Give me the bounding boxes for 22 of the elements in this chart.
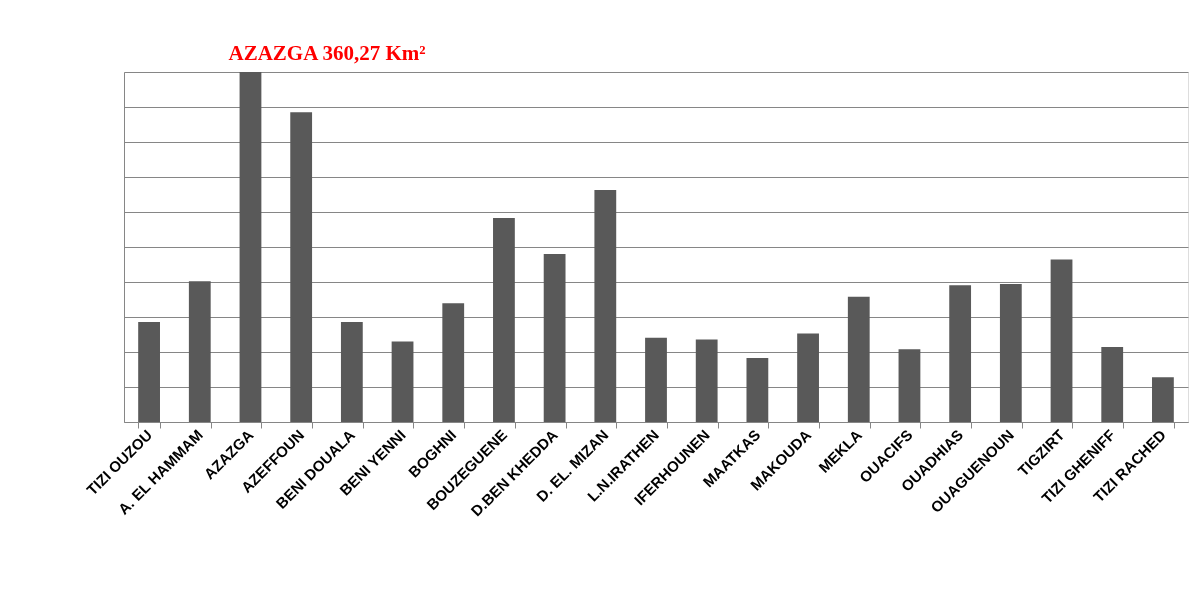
bar — [290, 112, 313, 422]
bar — [797, 333, 819, 422]
bar — [898, 349, 921, 422]
bar — [442, 303, 465, 422]
bar — [746, 357, 769, 422]
bar — [645, 337, 667, 422]
bar — [949, 285, 972, 422]
bar — [138, 321, 160, 422]
text: AZAZGA 360,27 Km² — [228, 41, 426, 65]
bar — [1152, 377, 1174, 422]
bar — [695, 339, 718, 422]
bar — [847, 296, 870, 422]
bar — [543, 254, 566, 422]
bar — [493, 217, 515, 422]
bar — [1050, 259, 1073, 422]
bar — [1101, 347, 1124, 422]
bar — [391, 341, 414, 422]
bar — [594, 189, 617, 422]
bar — [239, 72, 262, 422]
bar — [999, 284, 1022, 422]
bar — [340, 321, 363, 422]
bar — [188, 281, 211, 422]
